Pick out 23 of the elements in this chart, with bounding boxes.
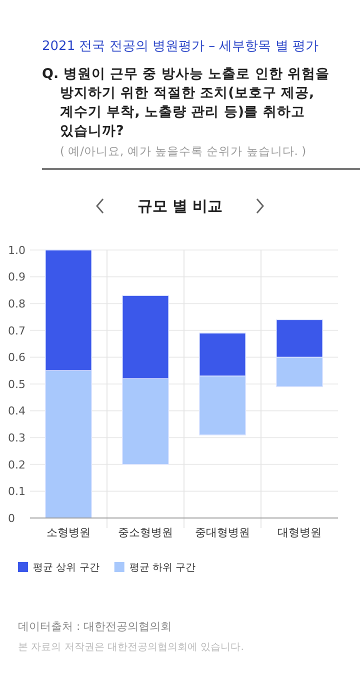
y-tick-label: 0.7 xyxy=(8,324,26,338)
y-tick-label: 0.3 xyxy=(8,431,26,444)
y-tick-label: 0 xyxy=(8,512,15,525)
y-tick-label: 0.5 xyxy=(8,378,26,391)
text: ( 예/아니요, 예가 높을수록 순위가 높습니다. ) xyxy=(60,144,306,158)
y-tick-label: 0.1 xyxy=(8,485,26,498)
y-tick-label: 0.8 xyxy=(8,297,26,310)
chart-title: 2021 전국 전공의 병원평가 – 세부항목 별 평가 xyxy=(42,39,319,54)
legend-label: 평균 상위 구간 xyxy=(33,562,100,574)
y-tick-label: 0.6 xyxy=(8,351,26,364)
text: 본 자료의 저작권은 대한전공의협의회에 있습니다. xyxy=(18,642,244,653)
x-tick-label: 소형병원 xyxy=(46,526,90,539)
text: 데이터출처 : 대한전공의협의회 xyxy=(18,620,172,633)
y-tick-label: 1.0 xyxy=(8,244,26,257)
x-tick-label: 중소형병원 xyxy=(118,526,173,539)
y-tick-label: 0.9 xyxy=(8,270,26,284)
text: 규모 별 비교 xyxy=(137,197,223,215)
y-tick-label: 0.4 xyxy=(8,404,26,418)
x-tick-label: 중대형병원 xyxy=(195,526,250,539)
legend-label: 평균 하위 구간 xyxy=(129,562,196,574)
x-tick-label: 대형병원 xyxy=(278,526,322,539)
y-tick-label: 0.2 xyxy=(8,458,26,472)
chart-subtitle: Q. 병원이 근무 중 방사능 노출로 인한 위험을 방지하기 위한 적절한 조치(보호구 제공, 계수기 부착, 노출량 관리 등)를 취하고 있습니까? xyxy=(42,66,330,139)
